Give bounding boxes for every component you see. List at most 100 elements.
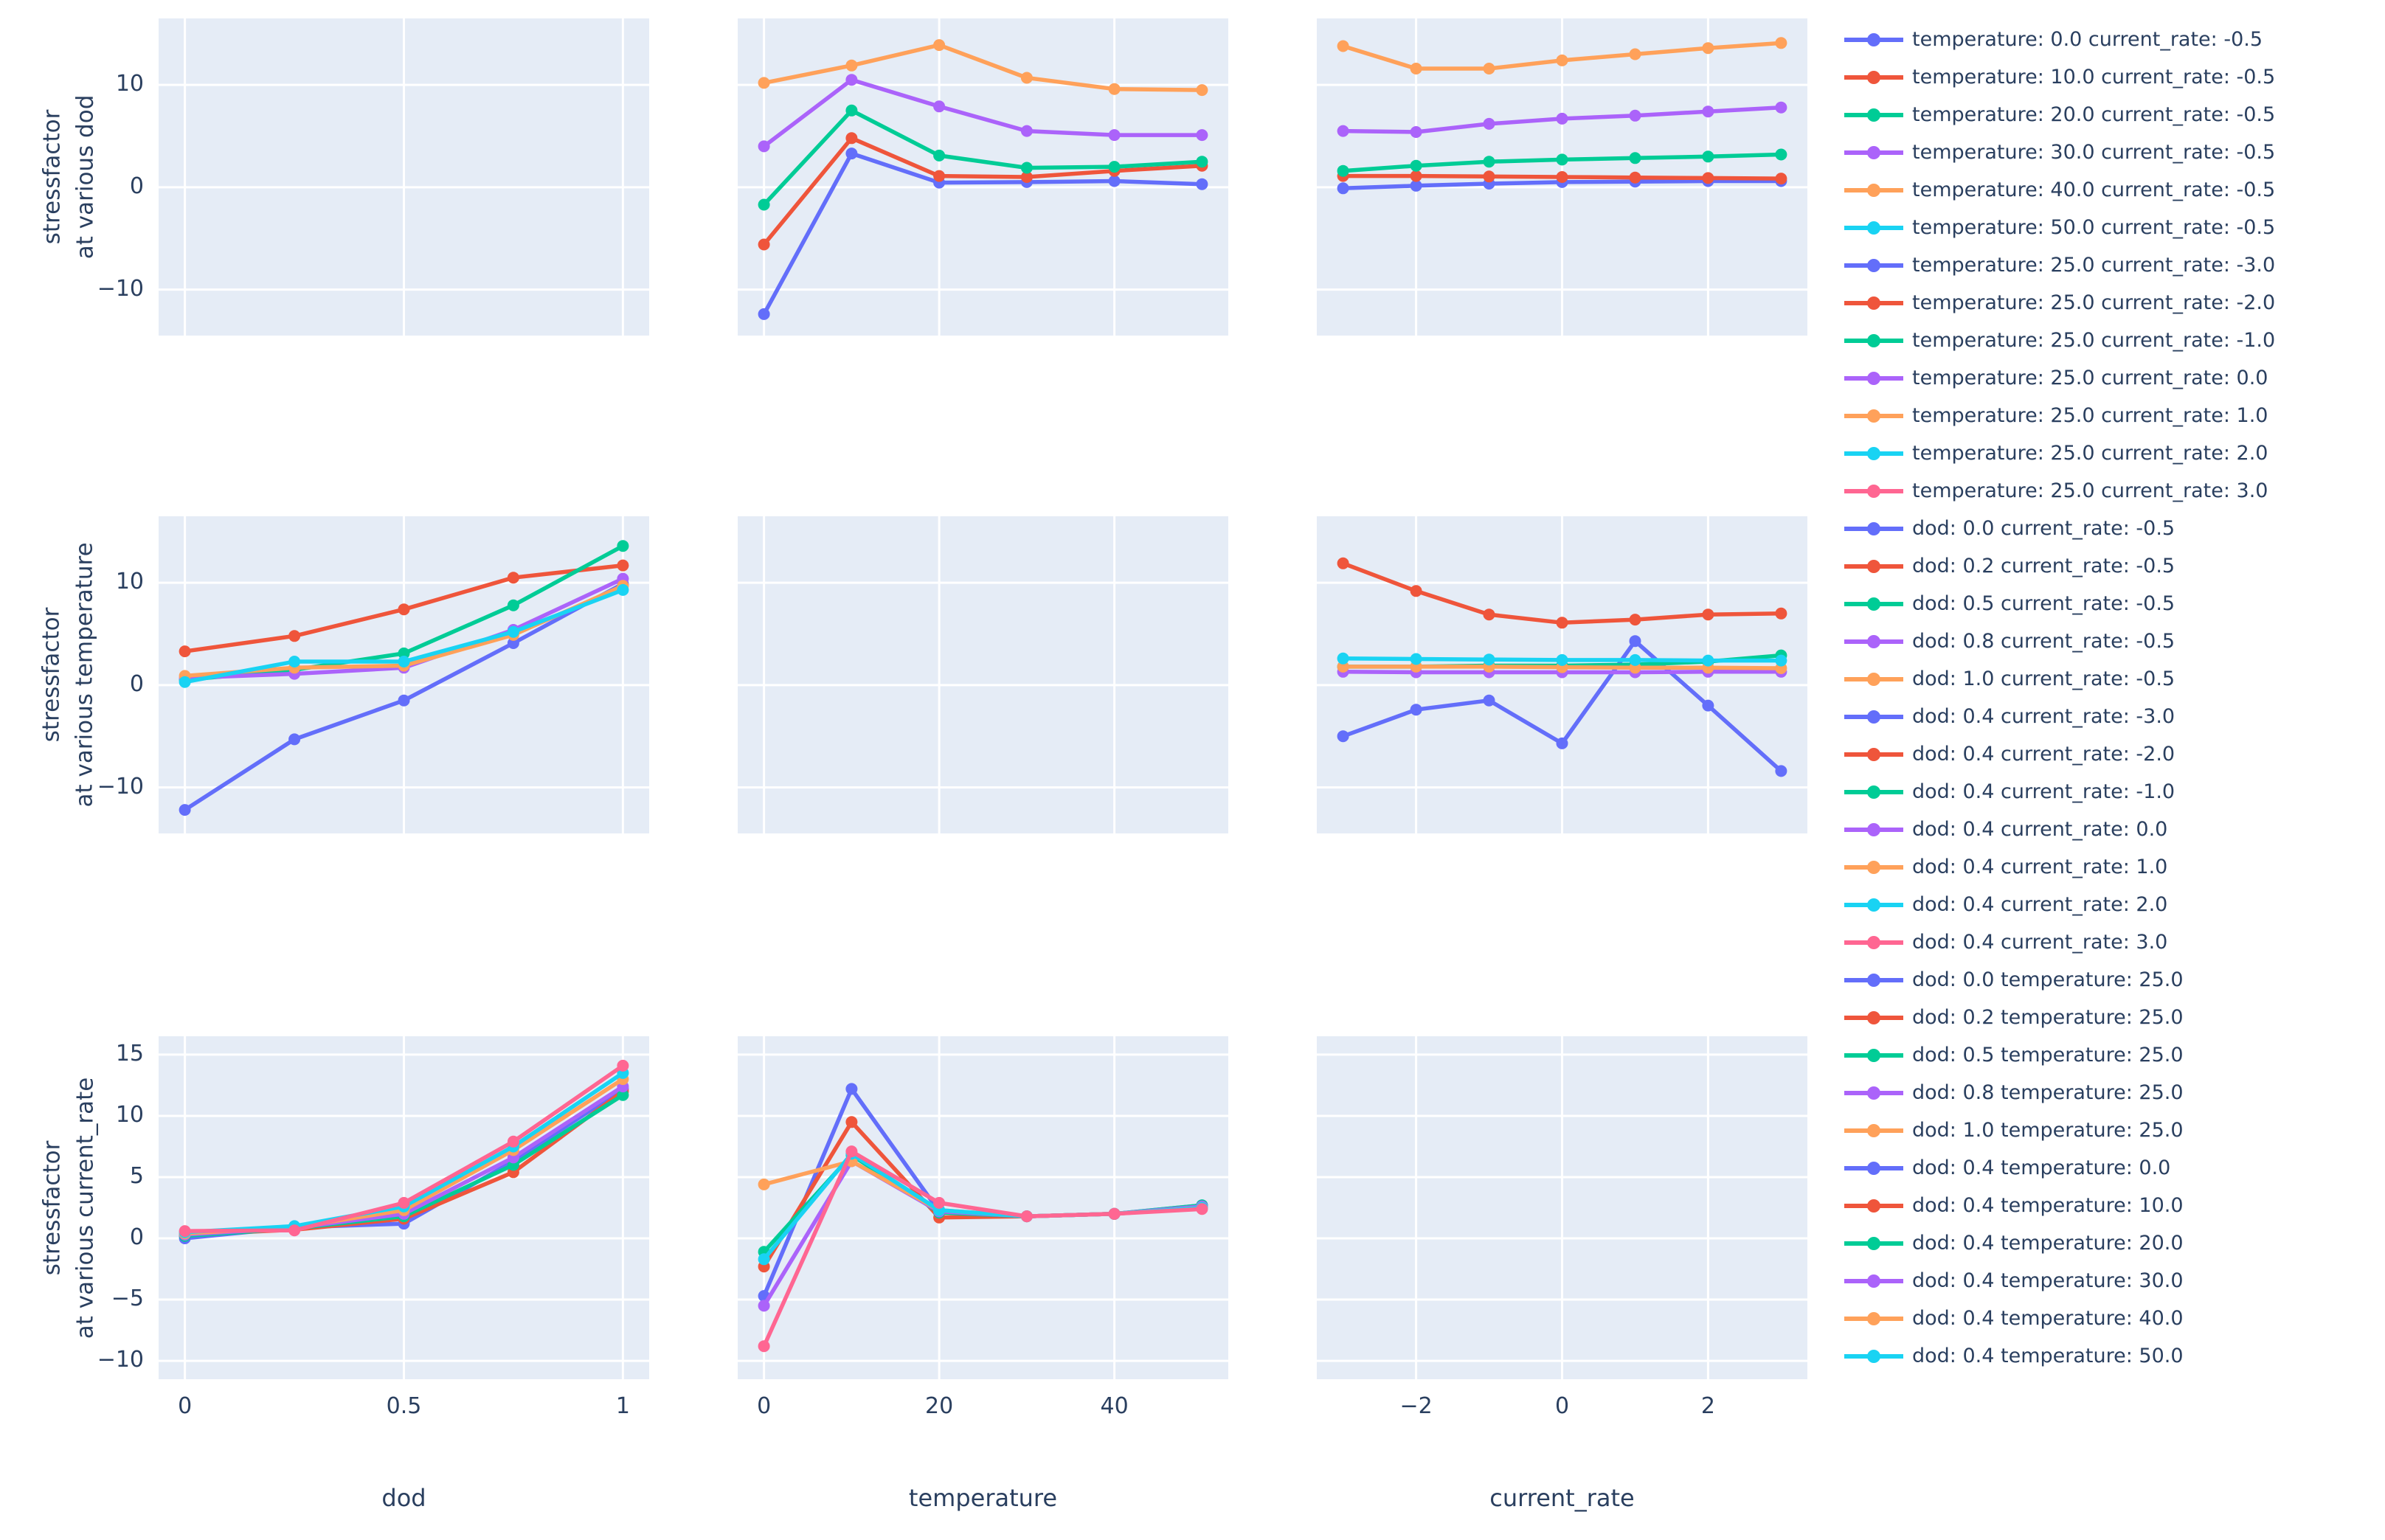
legend-item-label: temperature: 10.0 current_rate: -0.5	[1912, 66, 2276, 89]
trace-line	[761, 1149, 1205, 1348]
legend-item[interactable]: dod: 0.0 current_rate: -0.5	[1843, 510, 2275, 547]
legend-item-label: temperature: 25.0 current_rate: -2.0	[1912, 291, 2276, 314]
trace-marker	[758, 308, 770, 320]
trace-marker	[1483, 63, 1495, 74]
x-tick-label: 0	[757, 1393, 772, 1419]
legend-item[interactable]: temperature: 40.0 current_rate: -0.5	[1843, 171, 2275, 209]
trace-marker	[933, 170, 946, 182]
legend-line-marker-icon	[1844, 710, 1903, 724]
legend-item[interactable]: temperature: 25.0 current_rate: -1.0	[1843, 322, 2275, 359]
legend-item-label: dod: 0.5 current_rate: -0.5	[1912, 592, 2175, 615]
legend-item[interactable]: temperature: 10.0 current_rate: -0.5	[1843, 58, 2275, 96]
trace-marker	[1775, 148, 1787, 161]
legend-item[interactable]: dod: 0.4 current_rate: -2.0	[1843, 735, 2275, 773]
legend-item[interactable]: dod: 0.8 temperature: 25.0	[1843, 1074, 2275, 1111]
subplot-r3c1[interactable]	[159, 1036, 649, 1379]
legend-item[interactable]: temperature: 25.0 current_rate: 0.0	[1843, 359, 2275, 397]
subplot-empty-r3c3[interactable]	[1317, 1036, 1807, 1379]
legend-item-label: temperature: 25.0 current_rate: -3.0	[1912, 254, 2276, 277]
x-tick-label: 20	[925, 1393, 954, 1419]
legend-item[interactable]: dod: 0.4 temperature: 20.0	[1843, 1224, 2275, 1262]
legend-item[interactable]: dod: 0.4 temperature: 30.0	[1843, 1262, 2275, 1300]
legend-line-marker-icon	[1844, 1010, 1903, 1024]
legend-item[interactable]: temperature: 50.0 current_rate: -0.5	[1843, 209, 2275, 246]
legend-line-marker-icon	[1844, 296, 1903, 310]
subplot-r1c2[interactable]	[738, 18, 1228, 336]
trace-marker	[1775, 607, 1787, 620]
legend-item[interactable]: dod: 0.4 temperature: 50.0	[1843, 1337, 2275, 1375]
trace-marker	[1410, 585, 1422, 597]
legend-item[interactable]: dod: 0.4 temperature: 40.0	[1843, 1300, 2275, 1337]
legend-item[interactable]: dod: 0.4 current_rate: 3.0	[1843, 923, 2275, 961]
y-tick-label: 15	[115, 1040, 144, 1066]
trace-marker	[1629, 614, 1641, 626]
trace-marker	[1629, 635, 1641, 648]
legend-line-marker-icon	[1844, 935, 1903, 949]
subplot-empty-r1c1[interactable]	[159, 18, 649, 336]
trace-marker	[1337, 652, 1349, 665]
trace-marker	[179, 1225, 191, 1238]
trace-marker	[288, 656, 301, 667]
legend-item-label: dod: 0.8 current_rate: -0.5	[1912, 630, 2175, 653]
trace-marker	[1337, 182, 1349, 195]
legend-item-label: dod: 0.0 temperature: 25.0	[1912, 968, 2184, 991]
legend-item[interactable]: dod: 1.0 current_rate: -0.5	[1843, 660, 2275, 698]
legend: temperature: 0.0 current_rate: -0.5 tempe…	[1843, 21, 2275, 1375]
legend-item[interactable]: temperature: 0.0 current_rate: -0.5	[1843, 21, 2275, 58]
trace-marker	[1410, 170, 1422, 182]
trace-marker	[1020, 125, 1033, 137]
subplot-empty-r2c2[interactable]	[738, 516, 1228, 833]
legend-item[interactable]: temperature: 25.0 current_rate: 1.0	[1843, 397, 2275, 434]
trace-marker	[1702, 150, 1714, 163]
legend-line-marker-icon	[1844, 145, 1903, 159]
legend-item[interactable]: temperature: 25.0 current_rate: -2.0	[1843, 284, 2275, 322]
legend-line-marker-icon	[1844, 521, 1903, 535]
trace-marker	[1337, 40, 1349, 52]
trace-marker	[845, 1145, 858, 1158]
subplot-r2c3[interactable]	[1317, 516, 1807, 833]
legend-item[interactable]: dod: 0.4 current_rate: -3.0	[1843, 698, 2275, 735]
trace-marker	[845, 148, 858, 160]
y-tick-label: −5	[111, 1286, 144, 1312]
legend-item[interactable]: dod: 0.5 temperature: 25.0	[1843, 1036, 2275, 1074]
legend-item[interactable]: temperature: 25.0 current_rate: -3.0	[1843, 246, 2275, 284]
trace-marker	[933, 149, 946, 162]
y-tick-label: 10	[115, 71, 144, 97]
x-tick-label: 0	[1554, 1393, 1570, 1419]
legend-item[interactable]: dod: 0.2 current_rate: -0.5	[1843, 547, 2275, 585]
legend-item-label: temperature: 30.0 current_rate: -0.5	[1912, 141, 2276, 164]
legend-item-label: temperature: 20.0 current_rate: -0.5	[1912, 103, 2276, 126]
trace-marker	[1108, 1207, 1121, 1220]
legend-item[interactable]: dod: 0.4 current_rate: 1.0	[1843, 848, 2275, 886]
legend-item[interactable]: dod: 0.4 current_rate: 2.0	[1843, 886, 2275, 923]
trace-marker	[1410, 126, 1422, 138]
legend-item[interactable]: temperature: 25.0 current_rate: 3.0	[1843, 472, 2275, 510]
trace-marker	[758, 238, 770, 251]
legend-item-label: dod: 0.4 current_rate: 3.0	[1912, 931, 2168, 954]
subplot-r1c3[interactable]	[1317, 18, 1807, 336]
legend-item[interactable]: dod: 0.2 temperature: 25.0	[1843, 999, 2275, 1036]
y-axis-title-row-2: stressfactor at various temperature	[21, 516, 117, 833]
legend-line-marker-icon	[1844, 785, 1903, 799]
subplot-r2c1[interactable]	[159, 516, 649, 833]
legend-item[interactable]: temperature: 30.0 current_rate: -0.5	[1843, 133, 2275, 171]
legend-item[interactable]: dod: 1.0 temperature: 25.0	[1843, 1111, 2275, 1149]
subplot-r3c2[interactable]	[738, 1036, 1228, 1379]
legend-item[interactable]: temperature: 20.0 current_rate: -0.5	[1843, 96, 2275, 133]
trace-marker	[1410, 179, 1422, 192]
legend-item[interactable]: dod: 0.4 temperature: 0.0	[1843, 1149, 2275, 1187]
legend-line-marker-icon	[1844, 258, 1903, 272]
trace-marker	[1410, 159, 1422, 172]
legend-item[interactable]: temperature: 25.0 current_rate: 2.0	[1843, 434, 2275, 472]
legend-line-marker-icon	[1844, 1311, 1903, 1325]
trace-marker	[1196, 1203, 1208, 1215]
legend-item[interactable]: dod: 0.4 temperature: 10.0	[1843, 1187, 2275, 1224]
legend-item[interactable]: dod: 0.8 current_rate: -0.5	[1843, 622, 2275, 660]
legend-line-marker-icon	[1844, 1199, 1903, 1213]
legend-item[interactable]: dod: 0.4 current_rate: -1.0	[1843, 773, 2275, 811]
legend-item[interactable]: dod: 0.5 current_rate: -0.5	[1843, 585, 2275, 622]
legend-item-label: dod: 0.4 current_rate: -2.0	[1912, 743, 2175, 766]
legend-item[interactable]: dod: 0.4 current_rate: 0.0	[1843, 811, 2275, 848]
legend-item[interactable]: dod: 0.0 temperature: 25.0	[1843, 961, 2275, 999]
trace-marker	[398, 694, 410, 707]
